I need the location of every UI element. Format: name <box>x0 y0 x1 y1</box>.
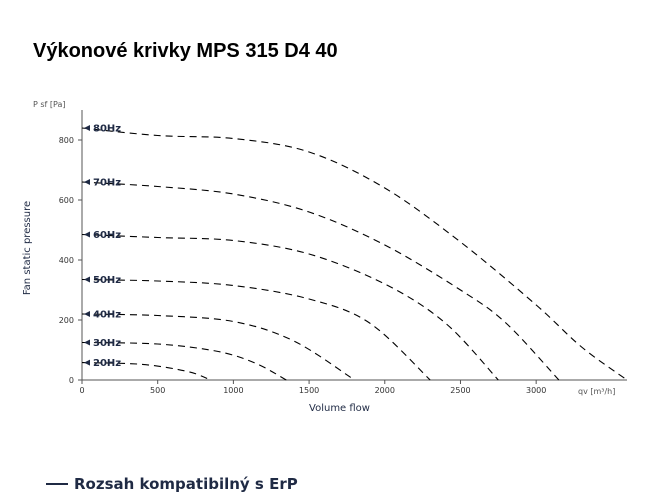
y-axis-unit: P sf [Pa] <box>33 100 66 109</box>
series-arrow-icon <box>84 179 90 185</box>
x-axis-unit: qv [m³/h] <box>578 387 615 396</box>
series-line-70Hz <box>81 181 560 381</box>
y-tick-label: 600 <box>59 196 74 205</box>
x-tick-label: 3000 <box>526 386 546 395</box>
x-tick-label: 1000 <box>223 386 243 395</box>
series-line-20Hz <box>81 362 211 381</box>
series-label-60Hz: 60Hz <box>93 230 121 241</box>
legend-line-swatch <box>46 483 68 485</box>
series-arrow-icon <box>84 311 90 317</box>
axes: 0 500 1000 1500 2000 2500 3000 0 200 400 600 800 <box>59 110 627 395</box>
series-line-60Hz <box>81 233 499 381</box>
y-axis-label: Fan static pressure <box>22 201 33 295</box>
x-tick-label: 2000 <box>375 386 395 395</box>
x-tick-label: 2500 <box>450 386 470 395</box>
legend: Rozsah kompatibilný s ErP <box>46 475 298 493</box>
series-label-70Hz: 70Hz <box>93 178 121 189</box>
series-labels: 80Hz 70Hz 60Hz 50Hz 40Hz 30Hz 20Hz <box>84 124 121 369</box>
y-tick-label: 200 <box>59 316 74 325</box>
series-arrow-icon <box>84 125 90 131</box>
series-lines <box>81 127 628 381</box>
y-tick-label: 800 <box>59 136 74 145</box>
x-axis-label: Volume flow <box>309 403 370 414</box>
y-tick-label: 400 <box>59 256 74 265</box>
series-arrow-icon <box>84 276 90 283</box>
series-arrow-icon <box>84 339 90 346</box>
y-tick-label: 0 <box>69 376 74 385</box>
series-line-80Hz <box>81 127 628 381</box>
legend-label: Rozsah kompatibilný s ErP <box>74 475 298 493</box>
series-label-40Hz: 40Hz <box>93 310 121 321</box>
chart-title: Výkonové krivky MPS 315 D4 40 <box>33 40 338 62</box>
series-line-30Hz <box>81 341 287 381</box>
series-arrow-icon <box>84 359 90 366</box>
series-arrow-icon <box>84 231 90 238</box>
series-line-40Hz <box>81 313 355 381</box>
series-label-30Hz: 30Hz <box>93 338 121 349</box>
x-tick-label: 500 <box>150 386 165 395</box>
x-tick-label: 0 <box>79 386 84 395</box>
series-line-50Hz <box>81 278 431 381</box>
series-label-50Hz: 50Hz <box>93 275 121 286</box>
x-tick-label: 1500 <box>299 386 319 395</box>
series-label-80Hz: 80Hz <box>93 124 121 135</box>
series-label-20Hz: 20Hz <box>93 358 121 369</box>
